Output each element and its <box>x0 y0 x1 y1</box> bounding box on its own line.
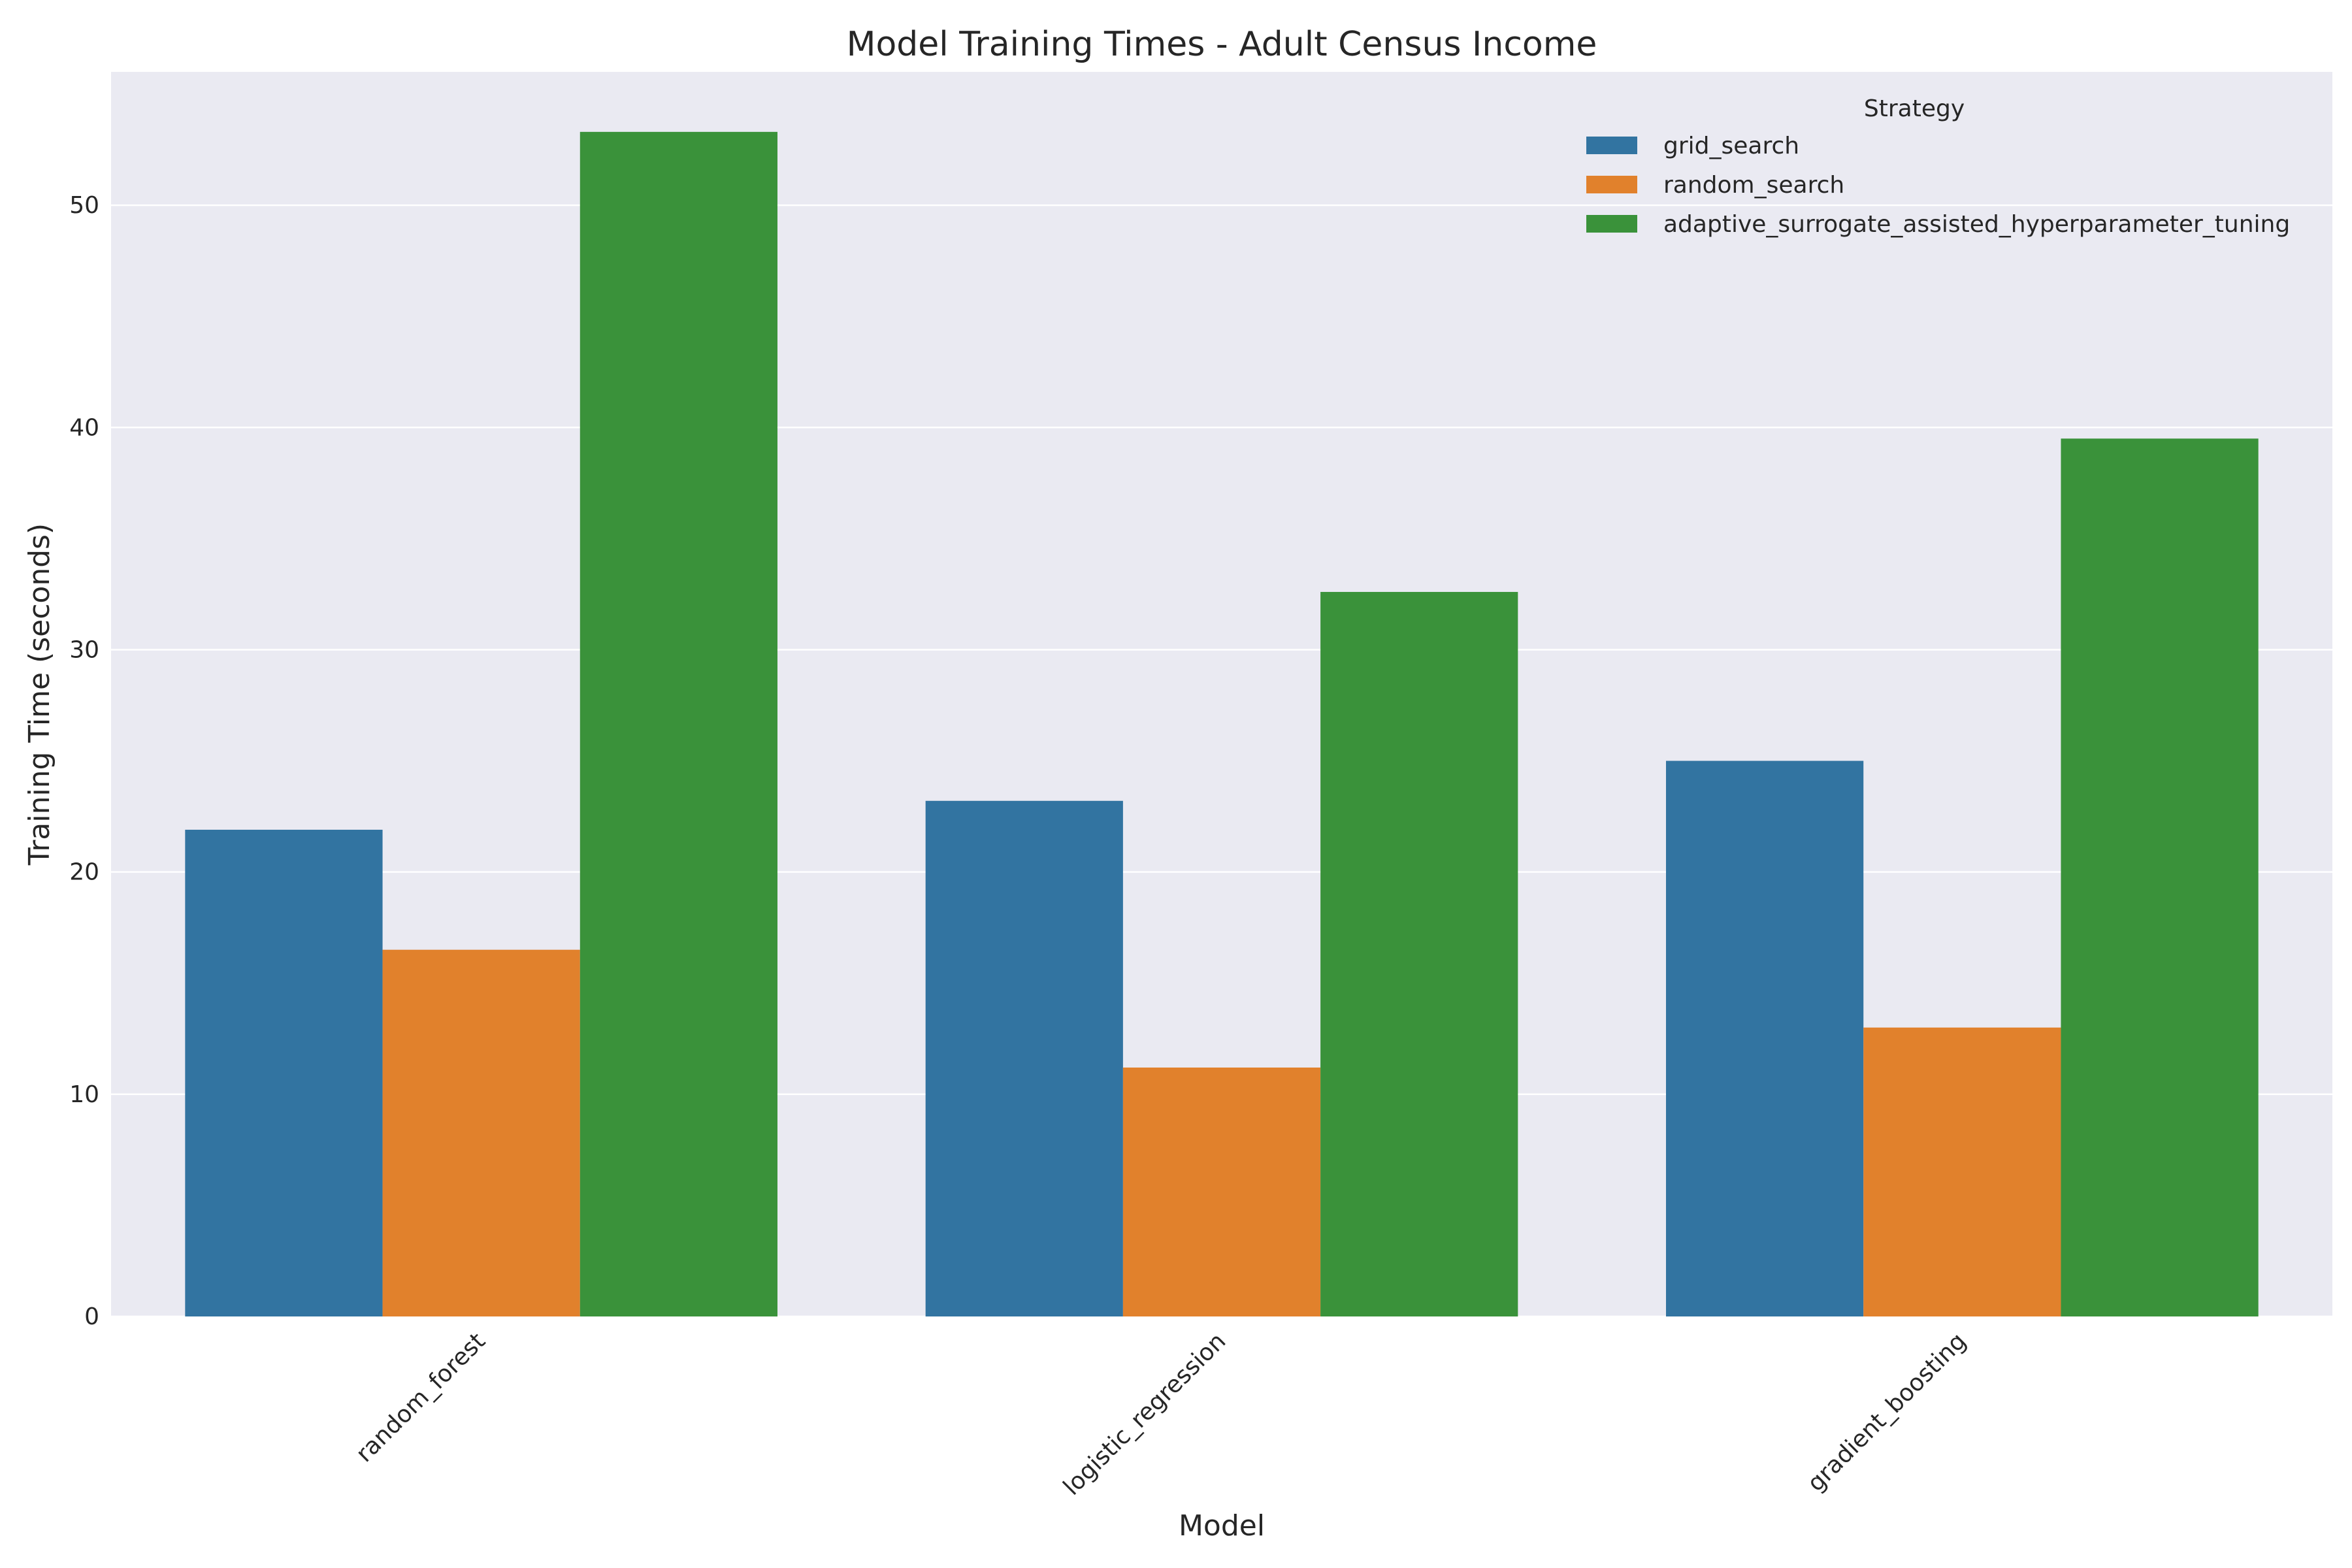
legend-label: grid_search <box>1663 133 1799 159</box>
y-tick-label: 40 <box>69 414 99 441</box>
y-axis-label: Training Time (seconds) <box>23 523 56 866</box>
bar-grid_search-random_forest <box>185 830 383 1316</box>
chart-title: Model Training Times - Adult Census Inco… <box>847 25 1597 64</box>
x-tick-label: gradient_boosting <box>1803 1328 1972 1497</box>
legend-swatch <box>1586 176 1637 193</box>
bar-random_search-gradient_boosting <box>1863 1027 2061 1316</box>
legend: Strategy grid_search random_searchadaptiv… <box>1586 95 2290 238</box>
bar-adaptive_surrogate_assisted_hyperparameter_tuning-logistic_regression <box>1320 592 1518 1317</box>
x-axis-label: Model <box>1179 1509 1265 1543</box>
legend-swatch <box>1586 215 1637 233</box>
y-tick-label: 50 <box>69 192 99 219</box>
bar-adaptive_surrogate_assisted_hyperparameter_tuning-gradient_boosting <box>2061 438 2259 1316</box>
legend-swatch <box>1586 137 1637 154</box>
x-tick-label: logistic_regression <box>1058 1328 1232 1501</box>
y-tick-label: 0 <box>84 1303 99 1330</box>
y-tick-label: 20 <box>69 859 99 886</box>
legend-label: adaptive_surrogate_assisted_hyperparamet… <box>1663 211 2290 238</box>
bar-grid_search-gradient_boosting <box>1666 760 1864 1316</box>
y-axis-ticks: 0 10 20 30 40 50 <box>69 192 99 1330</box>
y-tick-label: 10 <box>69 1081 99 1108</box>
bar-random_search-random_forest <box>382 949 580 1316</box>
x-axis-ticks: random_forest logistic_regression gradient… <box>351 1328 1971 1501</box>
legend-label: random_search <box>1663 172 1844 199</box>
bars <box>185 131 2259 1317</box>
legend-title: Strategy <box>1864 95 1965 122</box>
y-tick-label: 30 <box>69 636 99 663</box>
legend-items: grid_search random_search adaptive_surroga… <box>1586 133 2290 238</box>
bar-random_search-logistic_regression <box>1122 1068 1321 1316</box>
bar-grid_search-logistic_regression <box>925 800 1123 1316</box>
bar-adaptive_surrogate_assisted_hyperparameter_tuning-random_forest <box>580 131 777 1316</box>
x-tick-label: random_forest <box>351 1328 491 1467</box>
